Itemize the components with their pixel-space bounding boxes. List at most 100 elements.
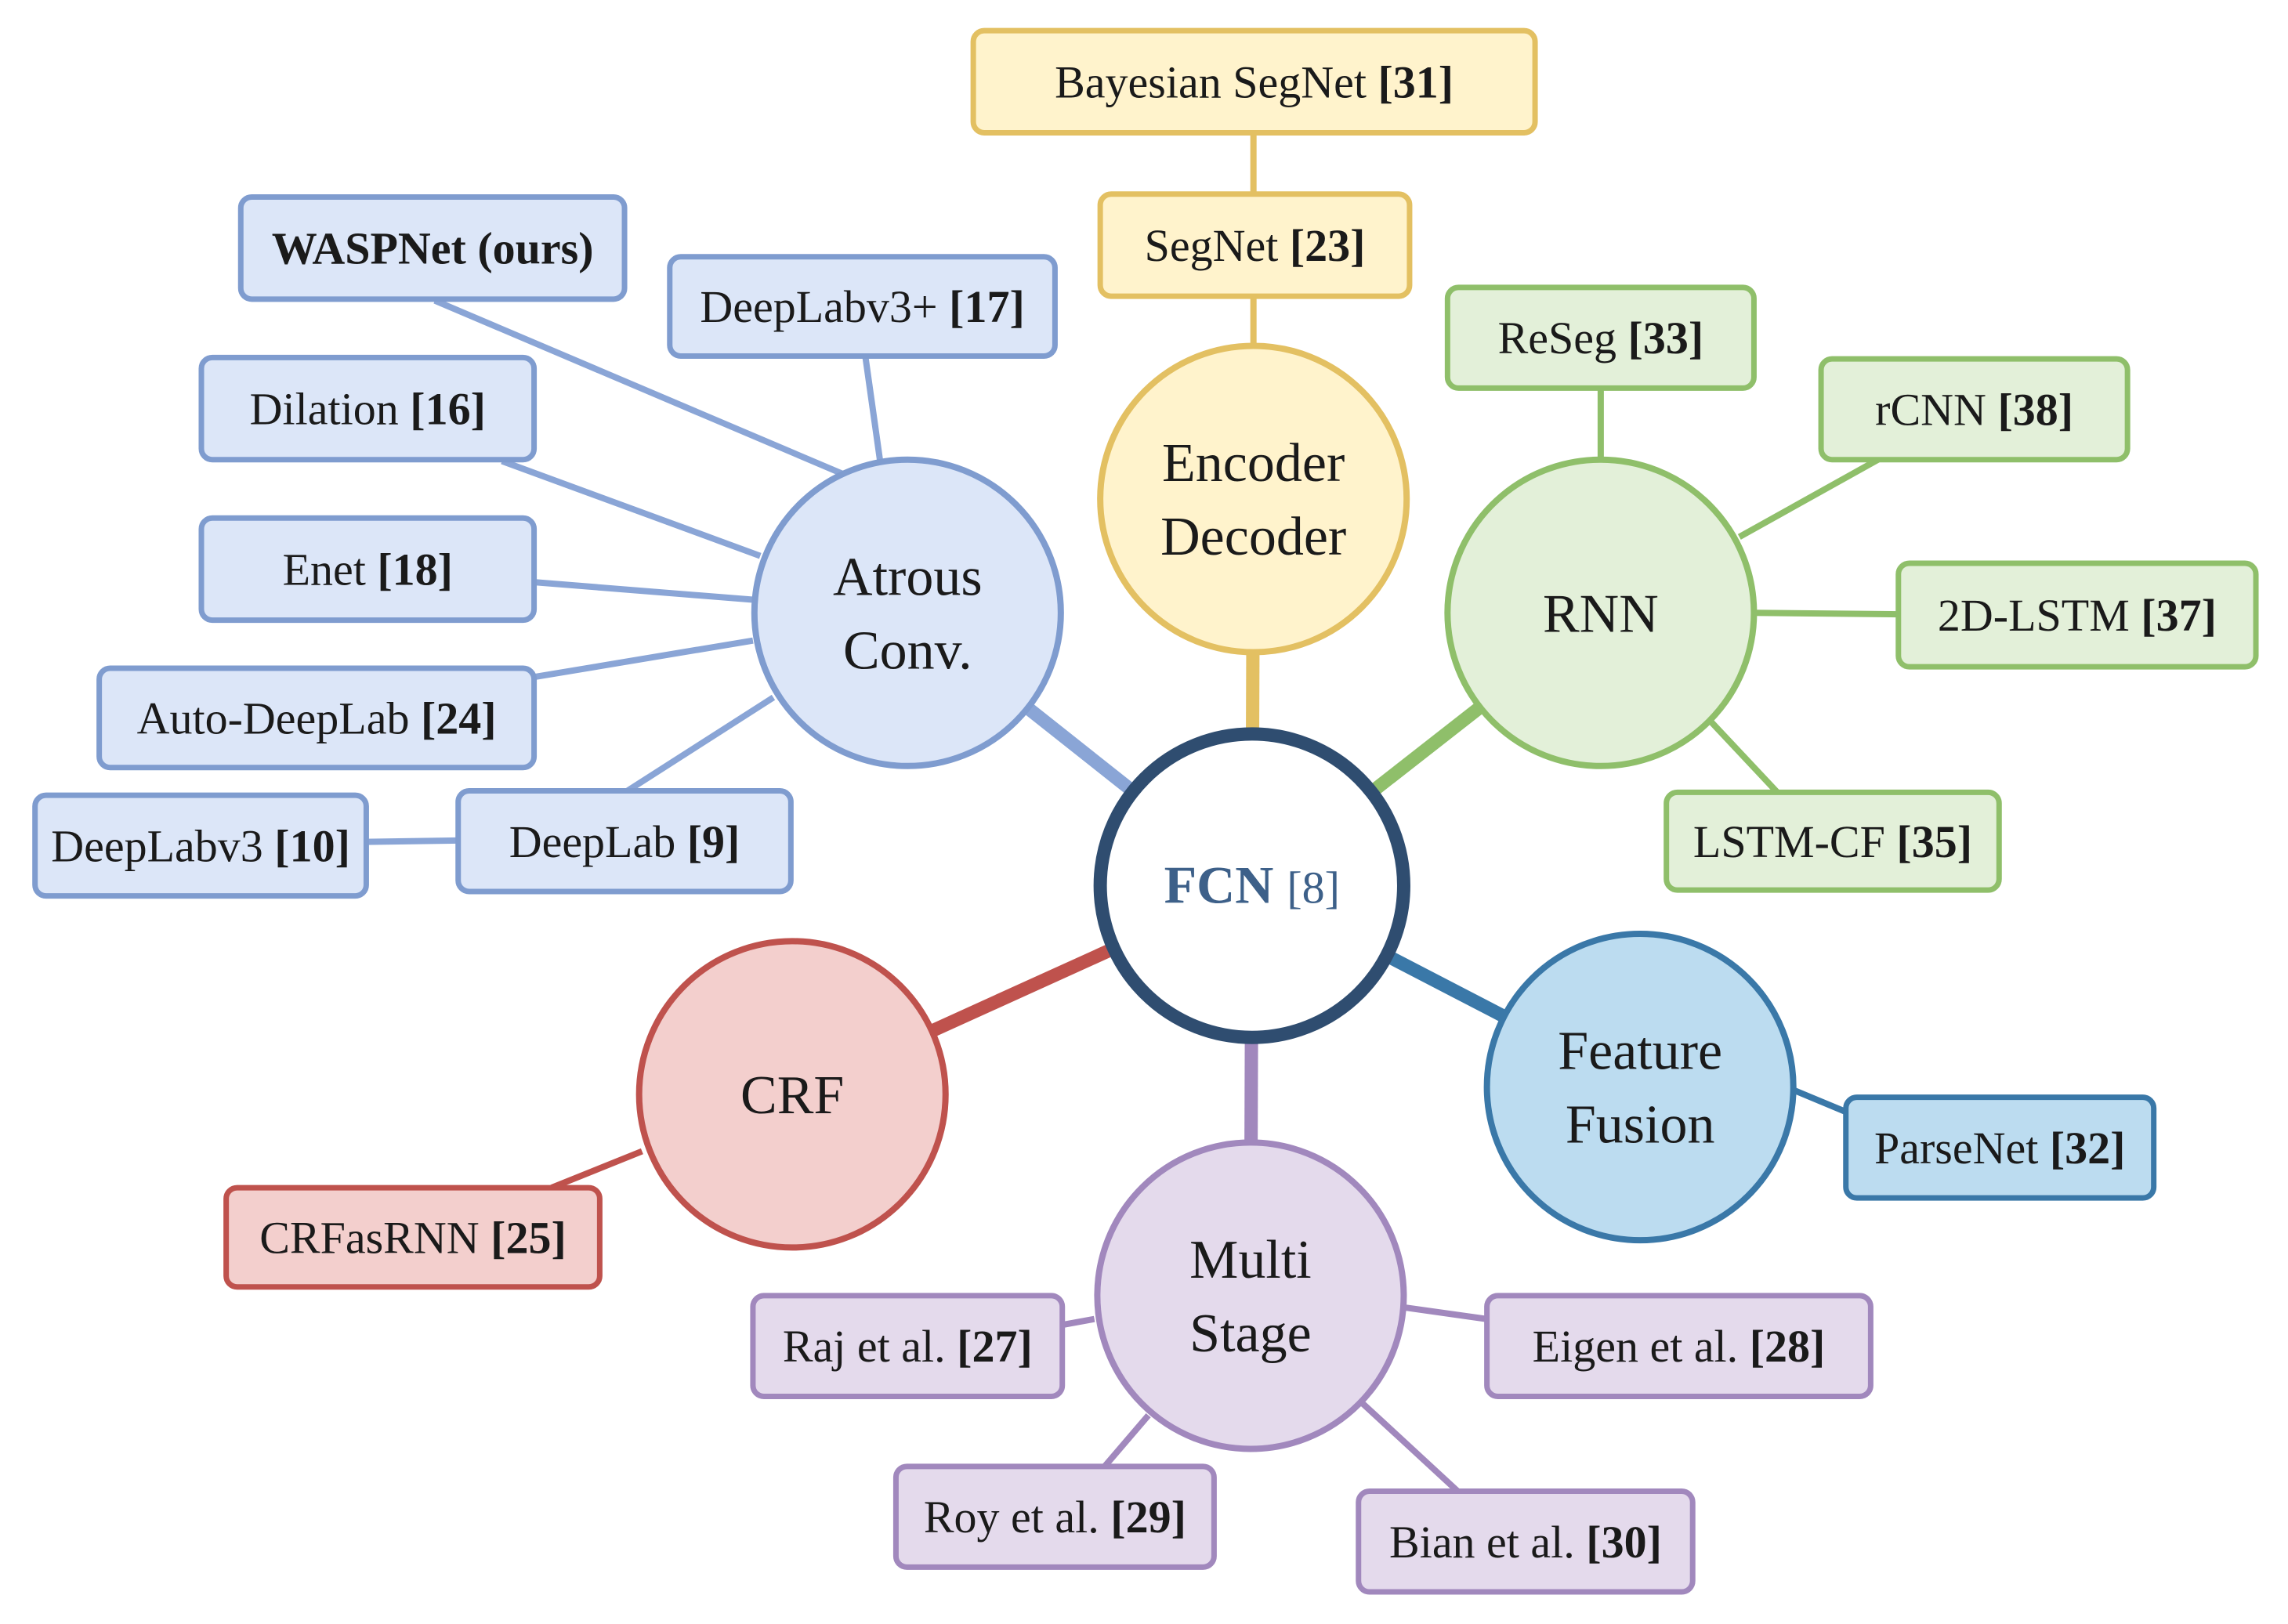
method-bayesian-segnet-label: Bayesian SegNet [31] xyxy=(1055,56,1454,107)
hub-encoder-circle xyxy=(1100,345,1406,652)
method-dilation-label: Dilation [16] xyxy=(250,384,486,435)
method-ref: [33] xyxy=(1628,313,1704,364)
link-rnn-rcnn xyxy=(1740,460,1878,537)
method-deeplab-label: DeepLab [9] xyxy=(509,816,740,867)
method-ref: [18] xyxy=(377,544,453,595)
method-ref: [23] xyxy=(1290,220,1366,271)
link-multi-eigen xyxy=(1403,1308,1486,1319)
hub-fusion: Feature Fusion xyxy=(1487,934,1794,1240)
method-ref: [37] xyxy=(2141,590,2217,641)
method-ref: [30] xyxy=(1586,1517,1662,1568)
hub-multi-circle xyxy=(1097,1142,1403,1449)
link-fcn-fusion xyxy=(1387,956,1504,1017)
method-crfasrnn-label: CRFasRNN [25] xyxy=(259,1212,567,1263)
method-enet: Enet [18] xyxy=(201,518,534,620)
method-name: Dilation xyxy=(250,384,411,435)
method-name: CRFasRNN xyxy=(259,1212,491,1263)
hub-fusion-circle xyxy=(1487,934,1794,1240)
method-ref: [29] xyxy=(1110,1492,1186,1543)
method-reseg-label: ReSeg [33] xyxy=(1498,313,1704,364)
hub-rnn: RNN xyxy=(1447,460,1754,766)
method-name: 2D-LSTM xyxy=(1938,590,2141,641)
method-ref: [17] xyxy=(949,281,1025,332)
method-ref: [27] xyxy=(957,1321,1033,1372)
method-waspnet-label: WASPNet (ours) xyxy=(272,223,594,274)
link-atrous-dilation xyxy=(502,461,761,556)
method-lstm-cf: LSTM-CF [35] xyxy=(1667,792,2000,890)
hub-multi-label-1: Multi xyxy=(1189,1230,1312,1290)
method-waspnet: WASPNet (ours) xyxy=(241,197,624,298)
method-raj: Raj et al. [27] xyxy=(753,1296,1063,1397)
method-2d-lstm: 2D-LSTM [37] xyxy=(1899,563,2256,667)
method-ref: [31] xyxy=(1378,56,1454,107)
method-parsenet-label: ParseNet [32] xyxy=(1874,1123,2126,1174)
hub-atrous: Atrous Conv. xyxy=(755,460,1061,766)
link-rnn-2d-lstm xyxy=(1754,613,1898,614)
method-2d-lstm-label: 2D-LSTM [37] xyxy=(1938,590,2217,641)
diagram-nodes: FCN [8] Atrous Conv. Encoder Decoder RNN Featu… xyxy=(35,31,2256,1592)
fcn-label: FCN [8] xyxy=(1164,855,1340,915)
method-name: SegNet xyxy=(1145,220,1290,271)
method-name: Auto-DeepLab xyxy=(137,693,421,743)
method-name: ParseNet xyxy=(1874,1123,2050,1174)
method-bayesian-segnet: Bayesian SegNet [31] xyxy=(973,31,1535,132)
link-fcn-atrous xyxy=(1028,708,1133,792)
method-raj-label: Raj et al. [27] xyxy=(783,1321,1033,1372)
link-atrous-deeplabv3 xyxy=(366,841,458,842)
method-deeplab: DeepLab [9] xyxy=(458,790,791,892)
method-rcnn-label: rCNN [38] xyxy=(1875,384,2073,435)
method-deeplabv3: DeepLabv3 [10] xyxy=(35,795,367,896)
fcn-node: FCN [8] xyxy=(1100,734,1403,1037)
method-deeplabv3plus-label: DeepLabv3+ [17] xyxy=(700,281,1024,332)
fcn-name: FCN xyxy=(1164,855,1287,915)
method-ref: [10] xyxy=(274,820,350,871)
hub-atrous-label-2: Conv. xyxy=(843,620,972,681)
hub-multi-label-2: Stage xyxy=(1189,1304,1312,1364)
hub-fusion-label-1: Feature xyxy=(1558,1022,1722,1082)
method-ref: [38] xyxy=(1997,384,2073,435)
link-rnn-lstm-cf xyxy=(1711,721,1778,792)
method-reseg: ReSeg [33] xyxy=(1447,288,1754,389)
method-name: Bian et al. xyxy=(1389,1517,1586,1568)
method-deeplabv3-label: DeepLabv3 [10] xyxy=(51,820,350,871)
link-fcn-rnn xyxy=(1371,707,1480,792)
hub-atrous-circle xyxy=(755,460,1061,766)
method-auto-deeplab: Auto-DeepLab [24] xyxy=(100,668,534,768)
hub-multi: Multi Stage xyxy=(1097,1142,1403,1449)
method-ref: [28] xyxy=(1750,1321,1826,1372)
method-crfasrnn: CRFasRNN [25] xyxy=(226,1188,600,1287)
hub-encoder-label-2: Decoder xyxy=(1160,507,1346,567)
method-ref: [25] xyxy=(491,1212,567,1263)
method-bian-label: Bian et al. [30] xyxy=(1389,1517,1662,1568)
method-rcnn: rCNN [38] xyxy=(1821,359,2127,460)
method-name: DeepLab xyxy=(509,816,687,867)
method-roy: Roy et al. [29] xyxy=(896,1467,1214,1568)
method-lstm-cf-label: LSTM-CF [35] xyxy=(1693,816,1972,867)
method-parsenet: ParseNet [32] xyxy=(1846,1098,2154,1199)
link-atrous-enet xyxy=(534,582,753,599)
method-name: Eigen et al. xyxy=(1533,1321,1750,1372)
method-eigen-label: Eigen et al. [28] xyxy=(1533,1321,1826,1372)
method-dilation: Dilation [16] xyxy=(201,357,534,459)
method-ref: [9] xyxy=(687,816,740,867)
hub-crf-label-1: CRF xyxy=(740,1065,844,1126)
hub-fusion-label-2: Fusion xyxy=(1566,1095,1715,1156)
method-deeplabv3plus: DeepLabv3+ [17] xyxy=(670,257,1055,356)
method-ref: [16] xyxy=(410,384,486,435)
link-atrous-auto-deeplab xyxy=(534,641,753,678)
method-bian: Bian et al. [30] xyxy=(1359,1492,1692,1593)
method-name: DeepLabv3 xyxy=(51,820,274,871)
method-auto-deeplab-label: Auto-DeepLab [24] xyxy=(137,693,497,743)
link-fusion-parsenet xyxy=(1794,1090,1846,1112)
method-name: Bayesian SegNet xyxy=(1055,56,1378,107)
link-multi-roy xyxy=(1105,1416,1149,1467)
method-ref: [32] xyxy=(2050,1123,2126,1174)
link-multi-raj xyxy=(1063,1319,1095,1325)
link-atrous-deeplabv3plus xyxy=(865,356,880,459)
method-name: LSTM-CF xyxy=(1693,816,1896,867)
method-name: WASPNet (ours) xyxy=(272,223,594,274)
method-ref: [35] xyxy=(1896,816,1972,867)
method-name: DeepLabv3+ xyxy=(700,281,949,332)
fcn-ref: [8] xyxy=(1287,863,1340,913)
